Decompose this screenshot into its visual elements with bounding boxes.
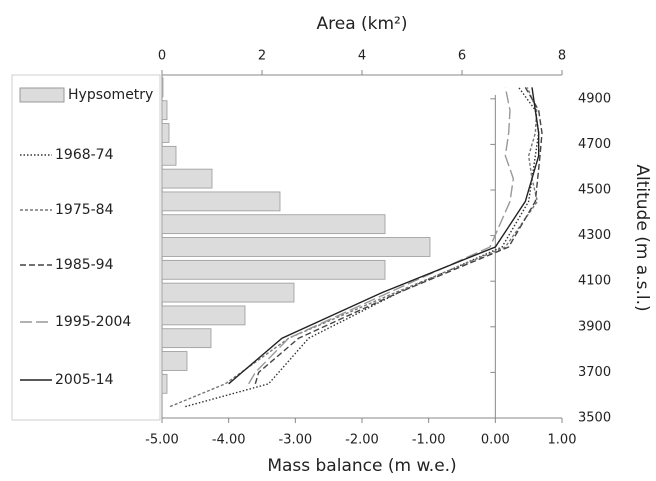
y-tick-label: 4500 <box>578 183 611 198</box>
bottom-tick-label: -3.00 <box>279 433 313 448</box>
y-tick-label: 4900 <box>578 91 611 106</box>
right-axis-title: Altitude (m a.s.l.) <box>632 164 652 311</box>
bar <box>161 100 168 121</box>
bar <box>161 214 386 235</box>
bar <box>161 351 188 371</box>
bar <box>161 145 177 166</box>
top-tick-label: 0 <box>158 49 166 64</box>
series-line <box>254 87 543 384</box>
series-line <box>169 87 539 408</box>
bar <box>161 328 212 349</box>
bar <box>161 123 170 143</box>
legend-label: 2005-14 <box>55 372 114 388</box>
bottom-axis-title: Mass balance (m w.e.) <box>267 456 456 476</box>
y-tick-label: 4700 <box>578 137 611 152</box>
bar <box>161 168 213 189</box>
bottom-tick-label: -2.00 <box>345 433 379 448</box>
series-line <box>228 87 540 385</box>
y-tick-label: 3900 <box>578 319 611 334</box>
legend-swatch <box>19 87 65 103</box>
y-tick-label: 4100 <box>578 274 611 289</box>
y-tick-label: 3700 <box>578 365 611 380</box>
bar <box>161 373 168 394</box>
top-axis-title: Area (km²) <box>316 14 407 34</box>
bar <box>161 259 386 280</box>
top-tick-label: 6 <box>458 49 466 64</box>
legend-label: 1985-94 <box>55 257 114 273</box>
bottom-tick-label: -1.00 <box>412 433 446 448</box>
bottom-tick-label: -5.00 <box>145 433 179 448</box>
bottom-tick-label: 1.00 <box>548 433 577 448</box>
top-tick-label: 4 <box>358 49 366 64</box>
legend-box <box>11 74 161 421</box>
bottom-tick-label: 0.00 <box>481 433 510 448</box>
y-tick-label: 3500 <box>578 411 611 426</box>
legend-label: 1968-74 <box>55 147 114 163</box>
bottom-tick-label: -4.00 <box>212 433 246 448</box>
top-tick-label: 2 <box>258 49 266 64</box>
bar <box>161 237 431 257</box>
bar <box>161 191 281 212</box>
y-tick-label: 4300 <box>578 228 611 243</box>
series-line <box>248 87 515 385</box>
legend-label: 1975-84 <box>55 202 114 218</box>
top-tick-label: 8 <box>558 49 566 64</box>
bar <box>161 77 164 98</box>
bar <box>161 305 246 326</box>
legend-label: 1995-2004 <box>55 314 131 330</box>
bar <box>161 282 295 303</box>
legend-label: Hypsometry <box>68 87 153 103</box>
